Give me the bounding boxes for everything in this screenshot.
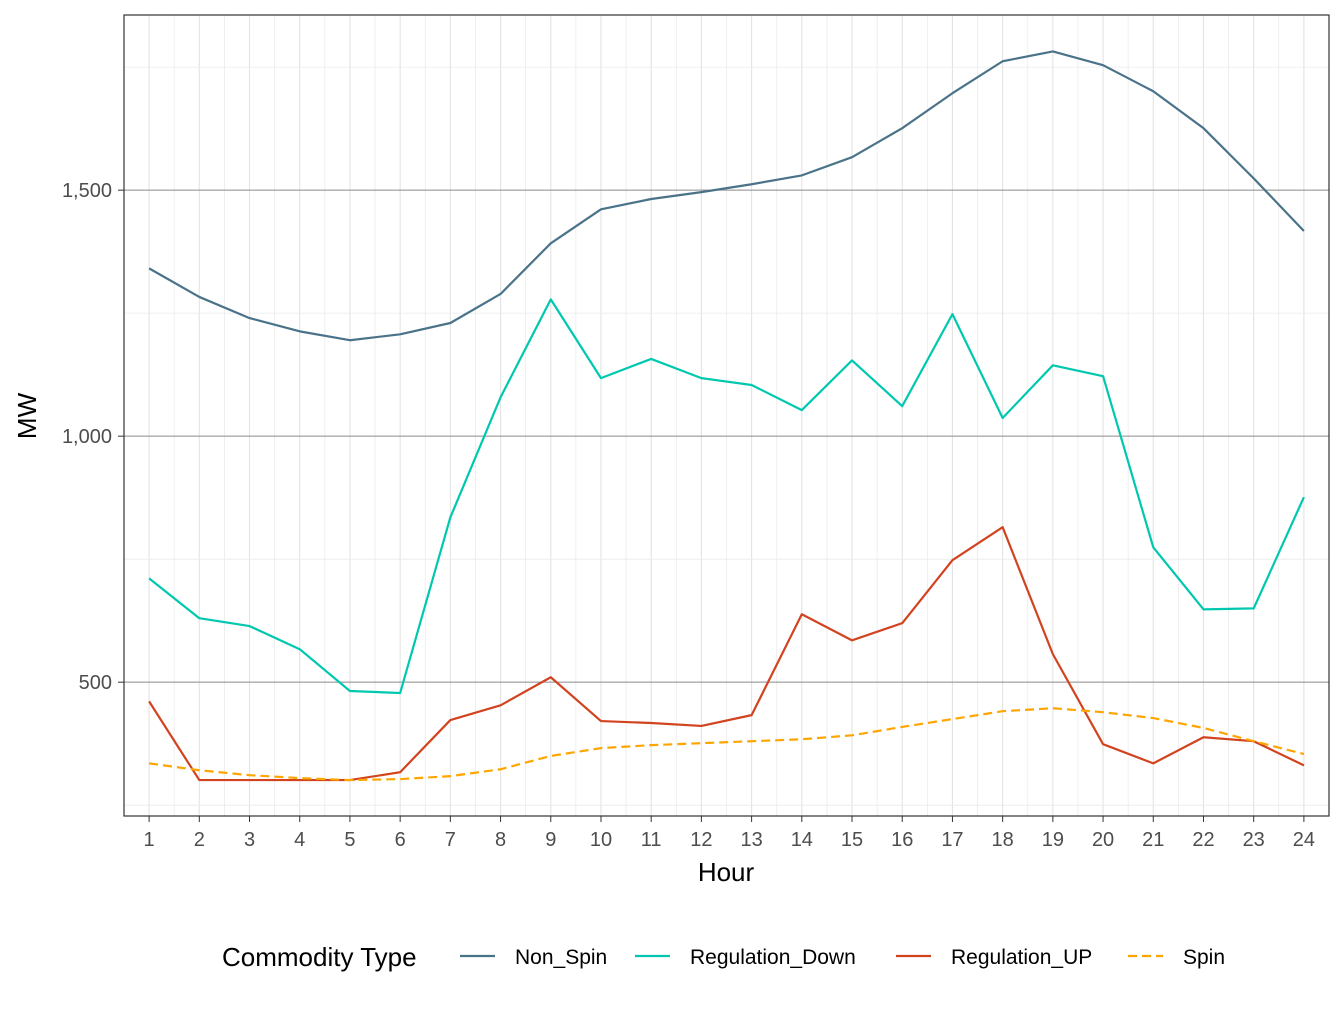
y-tick-label: 1,000: [62, 426, 112, 448]
x-tick-label: 7: [445, 829, 456, 851]
x-tick-label: 18: [992, 829, 1014, 851]
x-tick-label: 1: [144, 829, 155, 851]
legend-label: Non_Spin: [515, 946, 607, 969]
x-tick-label: 24: [1293, 829, 1315, 851]
x-axis: 1 2 3 4 5 6 7 8 9 10 11 12 13 14 15 16 17 18 19 20 21 22 23 24: [144, 816, 1315, 851]
series-line-non-spin: [148, 50, 1305, 342]
y-axis: 500 1,000 1,500: [62, 180, 124, 694]
x-tick-label: 9: [545, 829, 556, 851]
series-line-regulation-up: [148, 526, 1305, 782]
x-tick-label: 23: [1243, 829, 1265, 851]
legend-title: Commodity Type: [222, 942, 417, 972]
x-tick-label: 12: [690, 829, 712, 851]
x-tick-label: 11: [641, 829, 662, 851]
legend-label: Regulation_Down: [690, 946, 856, 969]
x-tick-label: 4: [294, 829, 305, 851]
legend-label: Regulation_UP: [951, 946, 1092, 969]
x-tick-label: 13: [740, 829, 762, 851]
x-tick-label: 5: [344, 829, 355, 851]
x-tick-label: 22: [1192, 829, 1214, 851]
series-line-regulation-down: [148, 298, 1305, 695]
legend-label: Spin: [1183, 946, 1225, 969]
x-tick-label: 15: [841, 829, 863, 851]
series-line-spin: [148, 707, 1305, 782]
x-tick-label: 20: [1092, 829, 1114, 851]
x-tick-label: 8: [495, 829, 506, 851]
x-axis-title: Hour: [698, 857, 755, 887]
series-lines: [148, 50, 1305, 782]
y-axis-title: MW: [12, 392, 42, 439]
x-tick-label: 21: [1142, 829, 1164, 851]
x-tick-label: 17: [941, 829, 963, 851]
x-tick-label: 3: [244, 829, 255, 851]
plot-border: [123, 14, 1330, 817]
legend: Commodity Type Non_Spin Regulation_Down Re…: [222, 942, 1225, 972]
y-tick-label: 500: [79, 672, 112, 694]
x-tick-label: 2: [194, 829, 205, 851]
x-tick-label: 6: [395, 829, 406, 851]
x-tick-label: 10: [590, 829, 612, 851]
x-tick-label: 19: [1042, 829, 1064, 851]
grid: [124, 15, 1329, 816]
x-tick-label: 16: [891, 829, 913, 851]
x-tick-label: 14: [791, 829, 813, 851]
y-tick-label: 1,500: [62, 180, 112, 202]
